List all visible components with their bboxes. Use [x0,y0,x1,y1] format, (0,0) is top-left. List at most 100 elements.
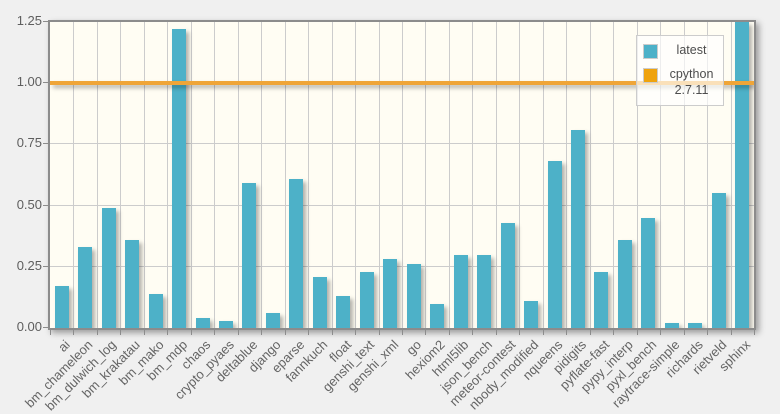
legend-label: latest [676,43,707,57]
vertical-gridline [542,22,544,328]
bar-bm_dulwich_log [101,207,116,328]
vertical-gridline [331,22,333,328]
vertical-gridline [472,22,474,328]
vertical-gridline [237,22,239,328]
y-tick-label: 0.50 [16,196,42,212]
x-tick-mark [425,330,427,335]
x-tick-mark [683,330,685,335]
bar-pypy_interp [617,239,632,328]
vertical-gridline [378,22,380,328]
x-tick-mark [237,330,239,335]
vertical-gridline [730,22,732,328]
x-tick-mark [472,330,474,335]
vertical-gridline [495,22,497,328]
horizontal-gridline [50,204,754,206]
vertical-gridline [214,22,216,328]
x-tick-mark [402,330,403,335]
bar-html5lib [453,254,468,328]
bar-nqueens [547,161,562,328]
y-tick-label: 0.75 [16,135,42,151]
y-tick-label: 0.25 [16,257,42,273]
x-tick-mark [308,330,310,335]
bar-pyxl_bench [641,217,656,328]
x-tick-mark [448,330,450,335]
legend: latest cpython 2.7.11 [636,35,724,107]
x-tick-mark [355,330,357,335]
bar-genshi_xml [383,259,398,328]
x-tick-mark [120,330,122,335]
x-tick-mark [50,330,51,335]
bar-nbody_modified [524,301,539,328]
x-tick-mark [378,330,380,335]
vertical-gridline [284,22,286,328]
x-tick-mark [519,330,521,335]
bar-django [265,313,280,328]
vertical-gridline [707,22,709,328]
vertical-gridline [519,22,521,328]
vertical-gridline [402,22,403,328]
bar-richards [688,323,703,328]
x-tick-mark [495,330,497,335]
bar-genshi_text [359,271,374,328]
y-tick-mark [43,204,48,206]
vertical-gridline [261,22,263,328]
x-tick-mark [167,330,169,335]
bar-raytrace-simple [664,323,679,328]
vertical-gridline [143,22,145,328]
bar-json_bench [477,254,492,328]
bar-pidigits [571,129,585,328]
vertical-gridline [355,22,357,328]
vertical-gridline [308,22,310,328]
vertical-gridline [96,22,98,328]
x-tick-mark [613,330,615,335]
vertical-gridline [589,22,591,328]
bar-rietveld [711,193,726,328]
y-tick-mark [43,327,48,328]
vertical-gridline [167,22,169,328]
bar-ai [54,286,69,328]
legend-swatch-icon [643,44,658,59]
legend-item-cpython: cpython 2.7.11 [643,67,717,98]
y-tick-label: 0.00 [16,319,42,334]
x-tick-mark [730,330,732,335]
horizontal-gridline [50,265,754,267]
vertical-gridline [636,22,638,328]
legend-label: cpython 2.7.11 [669,67,714,97]
y-tick-label: 1.25 [16,12,42,28]
x-tick-mark [660,330,662,335]
vertical-gridline [120,22,122,328]
y-tick-mark [43,20,48,22]
x-tick-mark [331,330,333,335]
legend-item-latest: latest [643,43,717,59]
bar-crypto_pyaes [219,320,233,328]
bar-bm_mako [148,293,163,328]
bar-pyflate-fast [594,271,609,328]
x-tick-mark [636,330,638,335]
bar-hexiom2 [430,303,445,328]
bar-float [336,296,351,328]
x-tick-mark [261,330,263,335]
y-tick-label: 1.00 [16,74,42,89]
x-tick-mark [566,330,568,335]
vertical-gridline [660,22,662,328]
x-tick-mark [754,330,755,335]
bar-eparse [289,178,304,328]
x-tick-mark [542,330,544,335]
vertical-gridline [190,22,192,328]
horizontal-gridline [50,143,754,145]
bar-fannkuch [312,276,327,328]
x-tick-mark [190,330,192,335]
x-tick-mark [214,330,216,335]
x-tick-mark [707,330,709,335]
vertical-gridline [448,22,450,328]
vertical-gridline [683,22,685,328]
cpython-reference-line [50,81,754,85]
y-tick-mark [43,143,48,145]
bar-deltablue [242,183,257,328]
bar-sphinx [735,22,750,328]
y-tick-mark [43,265,48,267]
plot-area: latest cpython 2.7.11 [48,20,756,330]
x-tick-mark [589,330,591,335]
bar-meteor-contest [500,222,515,328]
